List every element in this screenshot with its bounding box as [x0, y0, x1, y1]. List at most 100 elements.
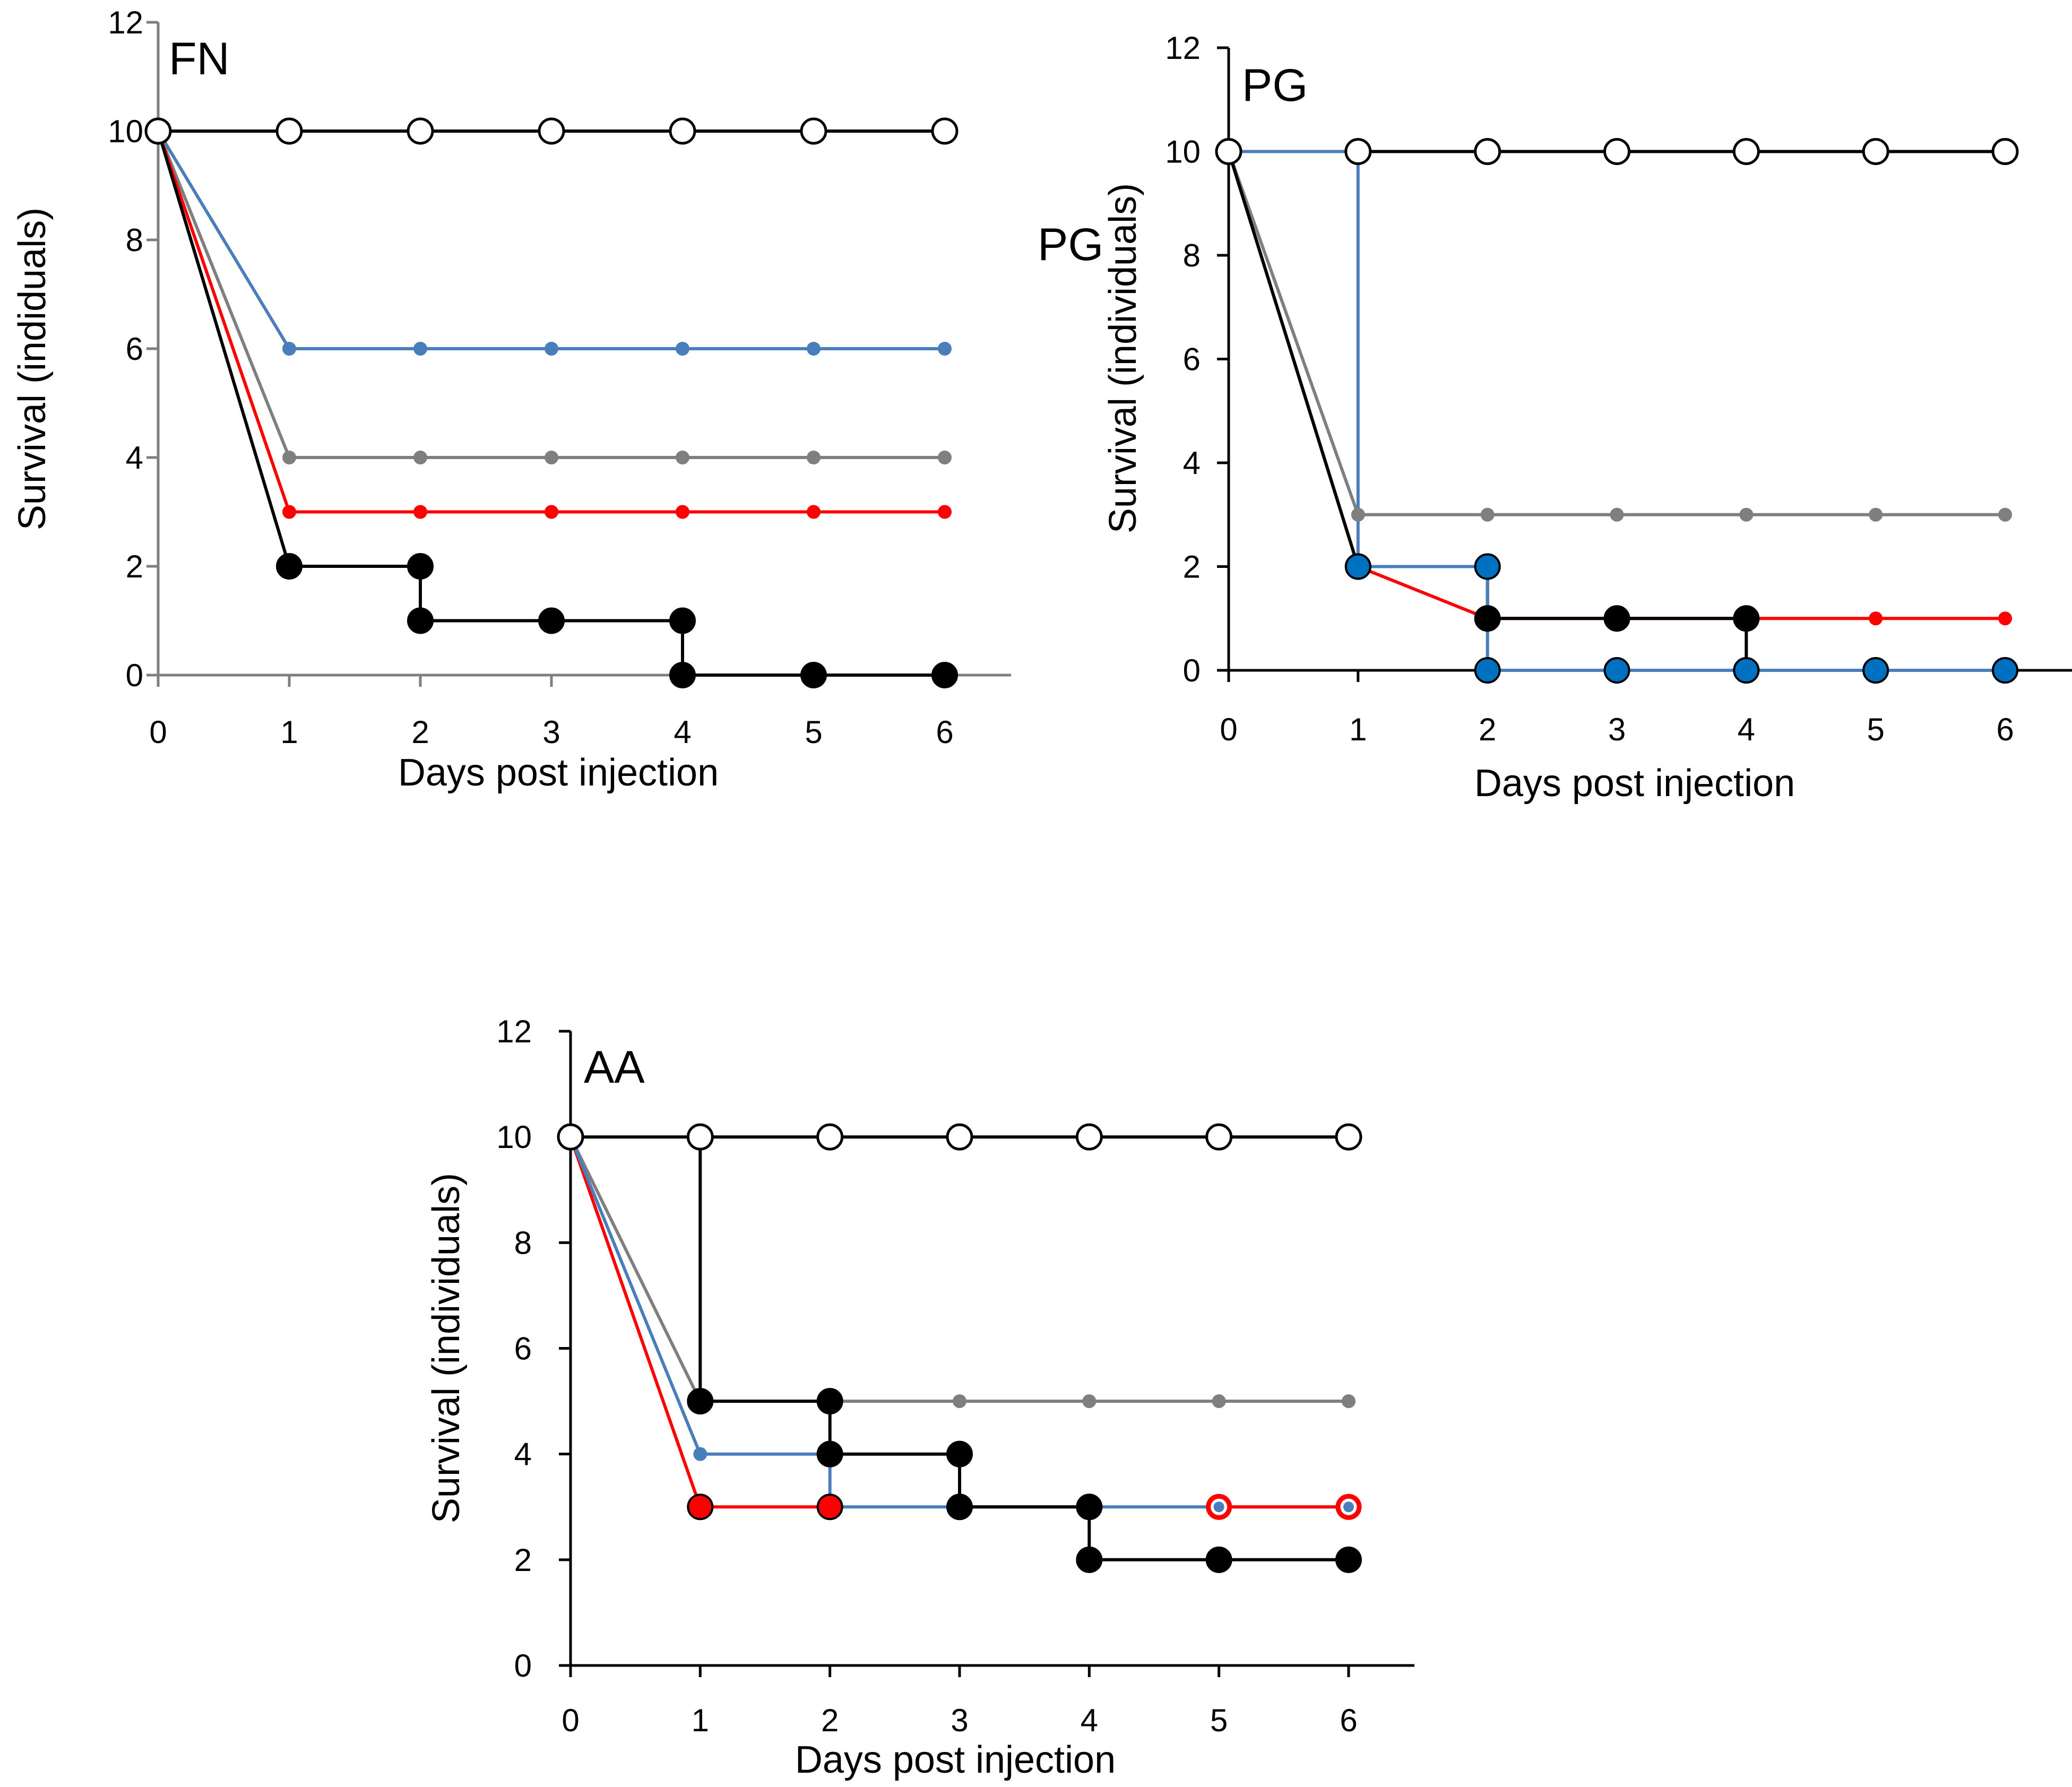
data-point-control: [144, 117, 172, 145]
y-tick-label: 2: [1183, 549, 1201, 585]
x-axis-title: Days post injection: [398, 752, 719, 794]
y-tick-label: 4: [514, 1437, 532, 1472]
series-line-grey: [1227, 151, 2005, 516]
data-point-black: [669, 607, 696, 634]
data-point-red: [816, 1494, 843, 1521]
data-point-black: [669, 662, 696, 688]
data-point-black: [1335, 1546, 1362, 1573]
series-line-blue: [569, 1136, 1349, 1509]
data-point-black: [1076, 1546, 1103, 1573]
y-tick-label: 10: [496, 1119, 532, 1155]
x-tick-label: 1: [280, 714, 298, 750]
data-point-black: [687, 1388, 714, 1415]
data-point-grey: [938, 451, 952, 464]
data-point-control: [407, 117, 434, 145]
series-line-red: [1227, 151, 2005, 620]
data-point-black: [946, 1494, 973, 1521]
data-point-black: [816, 1388, 843, 1415]
data-point-red-ring-center: [1343, 1501, 1354, 1513]
data-point-blue: [1992, 657, 2018, 684]
data-point-control: [1603, 138, 1630, 165]
data-point-grey: [676, 451, 689, 464]
y-tick-label: 10: [108, 114, 143, 149]
data-point-blue: [676, 342, 689, 356]
data-point-control: [1862, 138, 1889, 165]
data-point-control: [1991, 138, 2019, 165]
data-point-black: [816, 1440, 843, 1467]
series-line-black: [1227, 151, 2005, 672]
data-point-black: [946, 1440, 973, 1467]
data-point-grey: [1351, 507, 1365, 522]
x-tick-label: 3: [542, 714, 560, 750]
y-tick-label: 6: [126, 331, 143, 367]
data-point-blue: [282, 342, 296, 356]
y-axis-title: Survival (indiduals): [11, 208, 54, 530]
y-tick-label: 8: [126, 222, 143, 258]
data-point-grey: [413, 451, 427, 464]
y-tick-label: 12: [496, 1014, 532, 1049]
data-point-black: [1603, 605, 1630, 632]
data-point-black: [407, 553, 434, 580]
data-point-red: [413, 505, 427, 519]
data-point-control: [538, 117, 565, 145]
data-point-black: [407, 607, 434, 634]
data-point-control: [557, 1123, 584, 1151]
data-point-blue: [545, 342, 558, 356]
data-point-control: [669, 117, 696, 145]
data-point-black: [276, 553, 303, 580]
data-point-grey: [807, 451, 821, 464]
data-point-red: [1998, 611, 2012, 626]
y-tick-label: 0: [126, 658, 143, 693]
y-tick-label: 4: [126, 440, 143, 476]
data-point-grey: [953, 1394, 966, 1409]
data-point-black: [1076, 1494, 1103, 1521]
series-line-blue: [157, 130, 945, 350]
data-point-red: [687, 1494, 714, 1521]
x-tick-label: 5: [1210, 1703, 1228, 1738]
data-point-control: [275, 117, 303, 145]
data-point-red: [676, 505, 689, 519]
x-tick-label: 2: [1479, 712, 1496, 747]
series-line-grey: [569, 1136, 1349, 1403]
y-tick-label: 0: [1183, 653, 1201, 688]
data-point-grey: [1998, 507, 2012, 522]
data-point-control: [1732, 138, 1760, 165]
series-line-blue: [1229, 150, 2005, 672]
panel-label: AA: [584, 1042, 645, 1093]
y-tick-label: 0: [514, 1648, 532, 1684]
data-point-blue: [693, 1447, 707, 1461]
y-axis-title: Survival (individuals): [1102, 183, 1144, 533]
data-point-red: [807, 505, 821, 519]
panel-label: FN: [169, 33, 230, 84]
series-line-grey: [157, 130, 945, 459]
data-point-control: [931, 117, 959, 145]
x-tick-label: 5: [1867, 712, 1884, 747]
x-axis-title: Days post injection: [795, 1739, 1116, 1781]
data-point-red: [545, 505, 558, 519]
y-tick-label: 2: [126, 549, 143, 584]
data-point-black: [1474, 605, 1501, 632]
y-tick-label: 12: [1165, 30, 1201, 66]
y-tick-label: 10: [1165, 134, 1201, 170]
data-point-control: [816, 1123, 844, 1151]
data-point-control: [1075, 1123, 1103, 1151]
series-line-black: [698, 1137, 1349, 1561]
y-tick-label: 6: [514, 1331, 532, 1367]
data-point-grey: [545, 451, 558, 464]
x-tick-label: 4: [1081, 1703, 1098, 1738]
x-tick-label: 1: [692, 1703, 709, 1738]
data-point-red: [938, 505, 952, 519]
data-point-grey: [1610, 507, 1624, 522]
x-tick-label: 3: [951, 1703, 968, 1738]
data-point-red-ring-center: [1213, 1501, 1224, 1513]
data-point-control: [1335, 1123, 1362, 1151]
y-tick-label: 8: [1183, 238, 1201, 273]
y-tick-label: 2: [514, 1542, 532, 1578]
x-tick-label: 2: [411, 714, 429, 750]
data-point-red: [1869, 611, 1883, 626]
data-point-grey: [1212, 1394, 1226, 1409]
data-point-control: [1215, 138, 1242, 165]
data-point-control: [1344, 138, 1372, 165]
